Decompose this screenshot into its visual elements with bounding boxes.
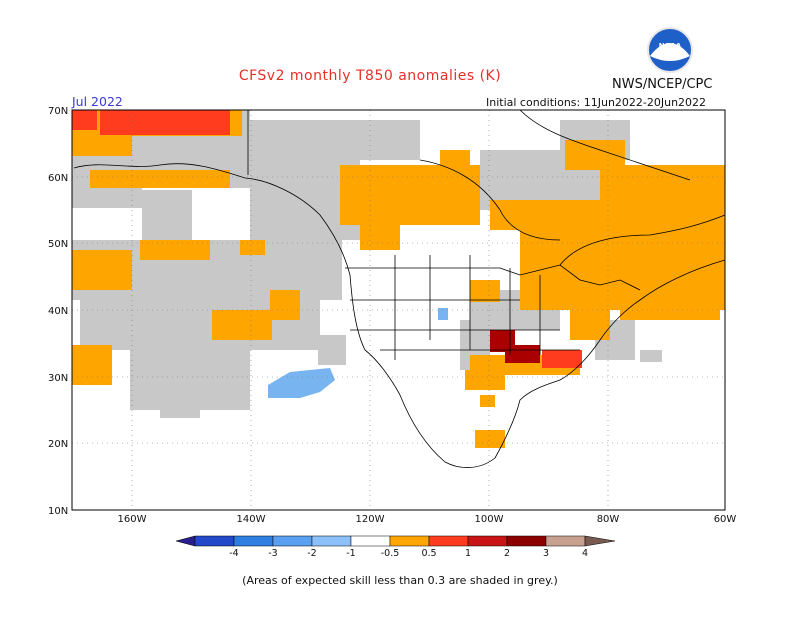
colorbar-label: 0.5 [421,548,436,559]
lat-label: 40N [48,306,68,317]
red-anomaly [72,110,582,368]
colorbar-label: 3 [543,548,549,559]
colorbar-swatches [175,535,616,547]
colorbar-swatch [194,535,235,547]
lat-label: 50N [48,239,68,250]
lon-labels: 160W 140W 120W 100W 80W 60W [118,514,737,525]
darkred-anomaly [490,330,540,363]
lon-label: 60W [714,514,737,525]
lon-label: 100W [475,514,504,525]
lon-label: 160W [118,514,147,525]
colorbar-arrow-right [584,535,616,547]
colorbar-arrow-left [175,535,196,547]
graticule [72,110,725,510]
colorbar-swatch [350,535,391,547]
colorbar-swatch [272,535,313,547]
lon-label: 120W [356,514,385,525]
colorbar-labels: -4 -3 -2 -1 -0.5 0.5 1 2 3 4 [229,548,588,559]
coastlines [73,109,726,468]
colorbar-label: -0.5 [381,548,400,559]
colorbar-swatch [506,535,547,547]
colorbar-label: -3 [268,548,277,559]
colorbar-swatch [467,535,508,547]
orange-anomaly [72,110,725,448]
initial-conditions: Initial conditions: 11Jun2022-20Jun2022 [486,96,707,109]
lat-label: 10N [48,506,68,517]
lat-label: 20N [48,439,68,450]
noaa-logo: NOAA [647,27,693,73]
colorbar-swatch [389,535,430,547]
lat-label: 30N [48,373,68,384]
colorbar-label: 1 [465,548,471,559]
colorbar-swatch [233,535,274,547]
lat-label: 60N [48,173,68,184]
lat-labels: 70N 60N 50N 40N 30N 20N 10N [48,106,68,517]
colorbar-swatch [311,535,352,547]
map-frame [71,109,726,511]
lon-label: 140W [237,514,266,525]
lon-label: 80W [597,514,620,525]
lat-label: 70N [48,106,68,117]
colorbar-label: 2 [504,548,510,559]
colorbar-label: 4 [582,548,588,559]
footnote: (Areas of expected skill less than 0.3 a… [242,574,558,587]
colorbar-swatch [428,535,469,547]
colorbar-label: -4 [229,548,238,559]
colorbar-swatch [545,535,586,547]
colorbar-label: -1 [346,548,355,559]
colorbar-label: -2 [307,548,316,559]
blue-anomaly [268,308,448,398]
chart-title: CFSv2 monthly T850 anomalies (K) [238,68,502,84]
forecast-month: Jul 2022 [72,94,123,109]
agency-label: NWS/NCEP/CPC [612,77,713,92]
svg-text:NOAA: NOAA [659,42,682,50]
